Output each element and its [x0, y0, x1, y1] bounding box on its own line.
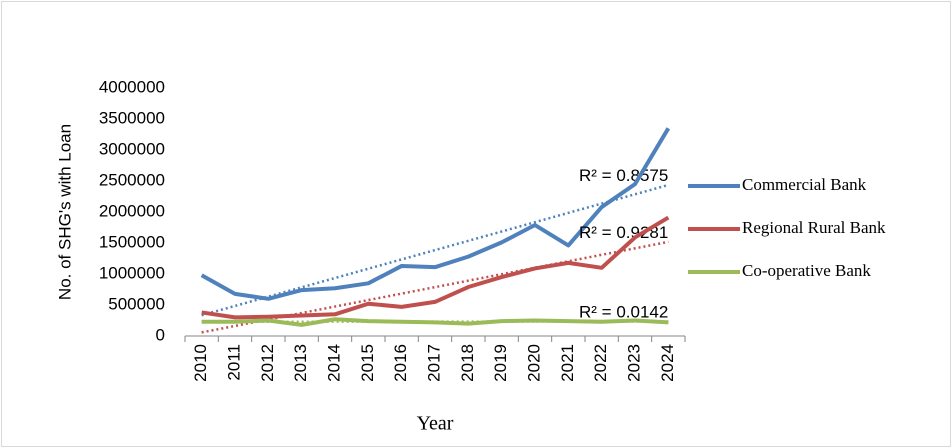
legend-label: Commercial Bank — [742, 175, 867, 194]
y-tick-label: 0 — [156, 325, 165, 344]
x-tick-label: 2013 — [291, 344, 310, 382]
x-tick-label: 2016 — [391, 344, 410, 382]
y-tick-label: 3500000 — [99, 108, 165, 127]
x-tick-label: 2020 — [524, 344, 543, 382]
y-tick-label: 1500000 — [99, 232, 165, 251]
x-tick-label: 2022 — [591, 344, 610, 382]
r-squared-annotation: R² = 0.9281 — [579, 223, 668, 242]
trendline — [201, 183, 669, 317]
r-squared-annotation: R² = 0.0142 — [579, 302, 668, 321]
y-tick-label: 2500000 — [99, 170, 165, 189]
legend-label: Co-operative Bank — [742, 261, 871, 280]
x-tick-label: 2024 — [658, 344, 677, 382]
x-tick-label: 2012 — [258, 344, 277, 382]
y-tick-label: 1000000 — [99, 263, 165, 282]
y-tick-label: 4000000 — [99, 77, 165, 96]
x-tick-label: 2014 — [324, 344, 343, 382]
y-tick-label: 2000000 — [99, 201, 165, 220]
x-tick-label: 2011 — [224, 344, 243, 381]
y-axis-title: No. of SHG's with Loan — [55, 124, 74, 300]
legend-label: Regional Rural Bank — [742, 218, 886, 237]
x-tick-label: 2019 — [491, 344, 510, 382]
x-tick-label: 2010 — [191, 344, 210, 382]
trendline — [201, 240, 669, 334]
series-line — [201, 317, 669, 327]
x-axis-title: Year — [417, 413, 454, 435]
y-tick-label: 500000 — [108, 294, 165, 313]
series-line — [201, 215, 670, 320]
x-tick-label: 2018 — [458, 344, 477, 382]
x-tick-label: 2015 — [358, 344, 377, 382]
x-tick-label: 2021 — [558, 344, 577, 382]
x-tick-label: 2017 — [424, 344, 443, 382]
x-tick-label: 2023 — [624, 344, 643, 382]
series-line — [200, 127, 671, 301]
r-squared-annotation: R² = 0.8575 — [579, 166, 668, 185]
y-tick-label: 3000000 — [99, 139, 165, 158]
